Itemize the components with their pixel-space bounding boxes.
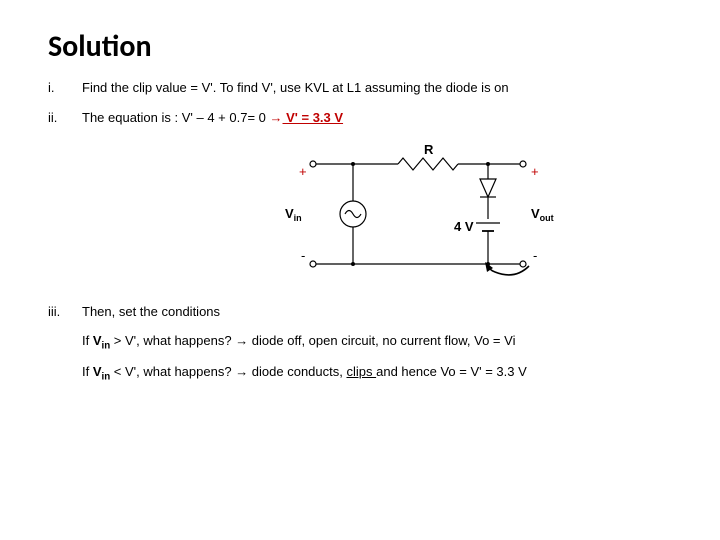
step-iii-num: iii.: [48, 303, 82, 321]
svg-text:-: -: [533, 248, 537, 263]
step-iii-text: Then, set the conditions: [82, 303, 672, 321]
step-i-text: Find the clip value = V'. To find V', us…: [82, 79, 672, 97]
svg-text:R: R: [424, 142, 434, 157]
cond-b-clips: clips: [346, 364, 376, 379]
cond-a-tail: diode off, open circuit, no current flow…: [248, 333, 515, 348]
step-ii: ii. The equation is : V' – 4 + 0.7= 0 → …: [48, 109, 672, 127]
step-ii-num: ii.: [48, 109, 82, 127]
svg-text:-: -: [301, 248, 305, 263]
condition-b: If Vin < V', what happens? → diode condu…: [82, 363, 672, 384]
svg-text:+: +: [531, 164, 539, 179]
step-ii-prefix: The equation is : V' – 4 + 0.7= 0: [82, 110, 270, 125]
step-ii-result: V' = 3.3 V: [283, 110, 344, 125]
cond-a-cmp: > V', what happens?: [110, 333, 235, 348]
cond-b-tail-post: and hence Vo = V' = 3.3 V: [376, 364, 527, 379]
cond-a-vin: Vin: [93, 333, 110, 348]
cond-b-cmp: < V', what happens?: [110, 364, 235, 379]
cond-b-vin: Vin: [93, 364, 110, 379]
svg-text:+: +: [299, 164, 307, 179]
svg-text:4 V: 4 V: [454, 219, 474, 234]
cond-b-tail-pre: diode conducts,: [248, 364, 346, 379]
step-i-num: i.: [48, 79, 82, 97]
step-iii: iii. Then, set the conditions: [48, 303, 672, 321]
cond-a-if: If: [82, 333, 93, 348]
step-ii-arrow: →: [270, 110, 283, 125]
circuit-diagram: R + - Vin + - Vout 4 V: [48, 139, 672, 289]
step-i: i. Find the clip value = V'. To find V',…: [48, 79, 672, 97]
cond-b-arrow: →: [235, 364, 248, 379]
step-ii-text: The equation is : V' – 4 + 0.7= 0 → V' =…: [82, 109, 672, 127]
condition-a: If Vin > V', what happens? → diode off, …: [82, 332, 672, 353]
svg-text:Vout: Vout: [531, 206, 554, 223]
svg-text:Vin: Vin: [285, 206, 302, 223]
cond-a-arrow: →: [235, 333, 248, 348]
cond-b-if: If: [82, 364, 93, 379]
page-title: Solution: [48, 28, 672, 65]
